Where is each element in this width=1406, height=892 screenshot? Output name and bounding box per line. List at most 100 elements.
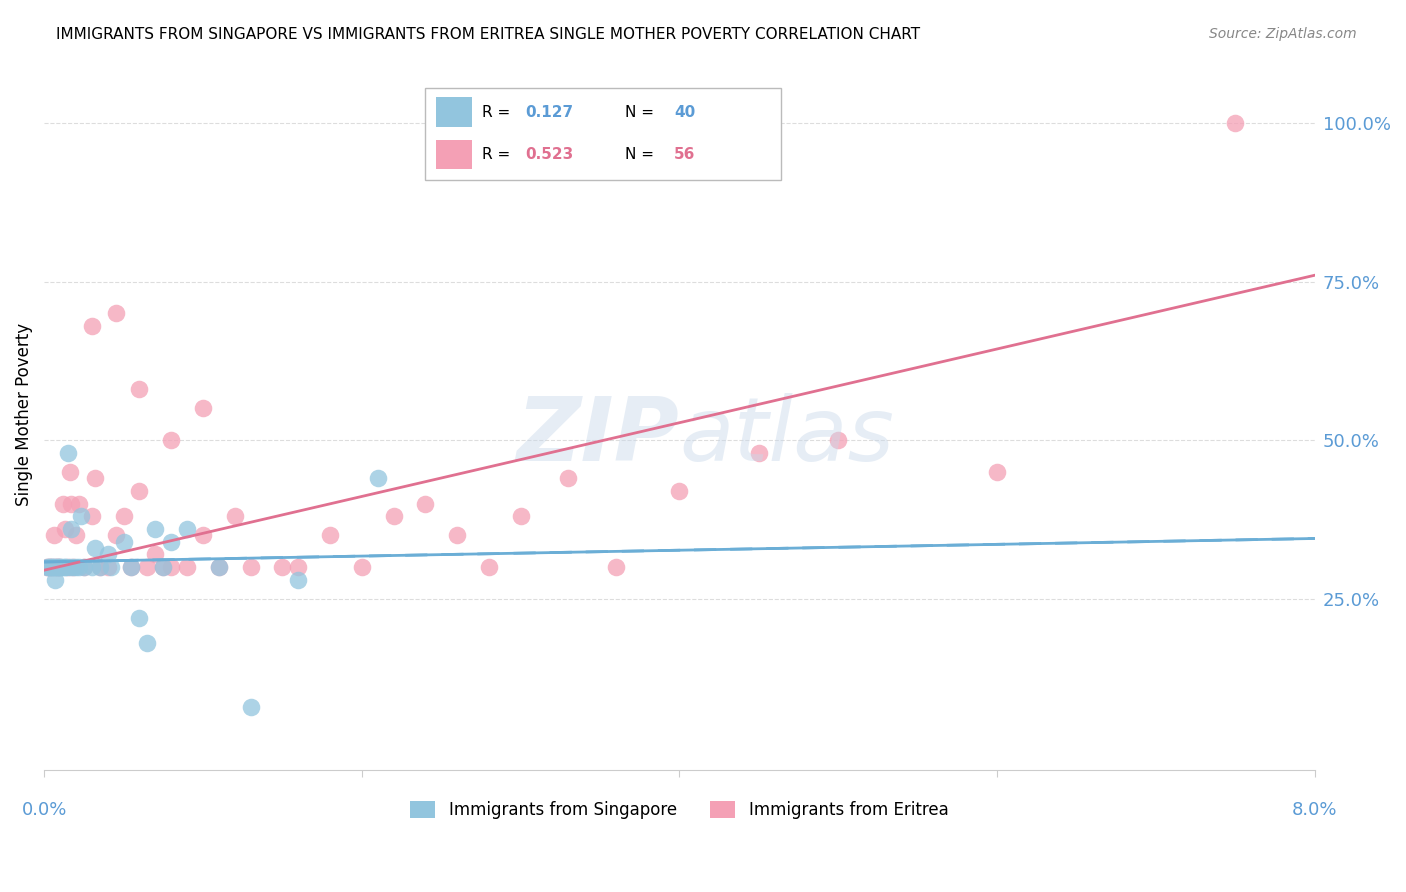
Point: [44, 573, 66, 587]
Text: Source: ZipAtlas.com: Source: ZipAtlas.com: [1209, 27, 1357, 41]
Point: [128, 611, 150, 625]
Point: [37, 560, 59, 574]
Point: [152, 560, 174, 574]
Point: [67, 497, 90, 511]
Point: [605, 560, 627, 574]
Point: [160, 560, 183, 574]
Point: [748, 446, 770, 460]
Point: [80, 318, 103, 333]
Point: [208, 560, 231, 574]
Point: [58, 560, 80, 574]
Legend: Immigrants from Singapore, Immigrants from Eritrea: Immigrants from Singapore, Immigrants fr…: [404, 794, 955, 826]
Point: [53, 522, 76, 536]
Point: [60, 522, 83, 536]
Point: [67, 560, 90, 574]
Point: [136, 636, 159, 650]
Text: 0.0%: 0.0%: [21, 800, 67, 819]
Point: [52, 497, 75, 511]
Point: [84, 541, 107, 555]
Point: [160, 534, 183, 549]
Point: [143, 522, 166, 536]
Point: [557, 471, 579, 485]
Point: [239, 699, 262, 714]
Point: [37, 560, 59, 574]
Point: [97, 547, 120, 561]
Point: [84, 471, 107, 485]
Point: [49, 560, 72, 574]
Point: [62, 560, 84, 574]
Point: [39, 560, 62, 574]
Point: [53, 560, 76, 574]
Point: [39, 560, 62, 574]
Text: ZIP: ZIP: [516, 392, 679, 480]
Point: [121, 560, 143, 574]
Point: [45, 560, 67, 574]
Point: [55, 560, 77, 574]
Text: 8.0%: 8.0%: [1292, 800, 1337, 819]
Point: [176, 522, 198, 536]
Point: [112, 534, 135, 549]
Point: [41, 560, 63, 574]
Y-axis label: Single Mother Poverty: Single Mother Poverty: [15, 323, 32, 507]
Point: [208, 560, 231, 574]
Point: [367, 471, 389, 485]
Point: [48, 560, 70, 574]
Point: [38, 560, 60, 574]
Point: [97, 560, 120, 574]
Point: [44, 560, 66, 574]
Point: [287, 573, 309, 587]
Point: [56, 560, 79, 574]
Point: [1225, 116, 1247, 130]
Point: [58, 465, 80, 479]
Point: [413, 497, 436, 511]
Point: [48, 560, 70, 574]
Point: [121, 560, 143, 574]
Point: [62, 560, 84, 574]
Point: [271, 560, 294, 574]
Point: [89, 560, 111, 574]
Point: [191, 528, 214, 542]
Point: [65, 560, 87, 574]
Point: [69, 509, 91, 524]
Point: [176, 560, 198, 574]
Point: [56, 446, 79, 460]
Point: [287, 560, 309, 574]
Point: [73, 560, 96, 574]
Point: [49, 560, 72, 574]
Point: [143, 547, 166, 561]
Point: [41, 560, 63, 574]
Point: [382, 509, 405, 524]
Point: [350, 560, 373, 574]
Point: [319, 528, 342, 542]
Point: [239, 560, 262, 574]
Point: [136, 560, 159, 574]
Point: [128, 383, 150, 397]
Point: [52, 560, 75, 574]
Point: [80, 509, 103, 524]
Point: [100, 560, 122, 574]
Point: [80, 560, 103, 574]
Point: [509, 509, 531, 524]
Point: [986, 465, 1008, 479]
Point: [478, 560, 501, 574]
Point: [112, 509, 135, 524]
Point: [446, 528, 468, 542]
Point: [45, 560, 67, 574]
Point: [104, 528, 127, 542]
Point: [38, 560, 60, 574]
Point: [60, 497, 83, 511]
Point: [152, 560, 174, 574]
Point: [42, 560, 65, 574]
Point: [827, 433, 849, 447]
Point: [65, 528, 87, 542]
Point: [89, 560, 111, 574]
Point: [160, 433, 183, 447]
Text: atlas: atlas: [679, 393, 894, 479]
Point: [42, 528, 65, 542]
Point: [49, 560, 72, 574]
Point: [668, 483, 690, 498]
Point: [128, 483, 150, 498]
Point: [104, 306, 127, 320]
Point: [44, 560, 66, 574]
Point: [73, 560, 96, 574]
